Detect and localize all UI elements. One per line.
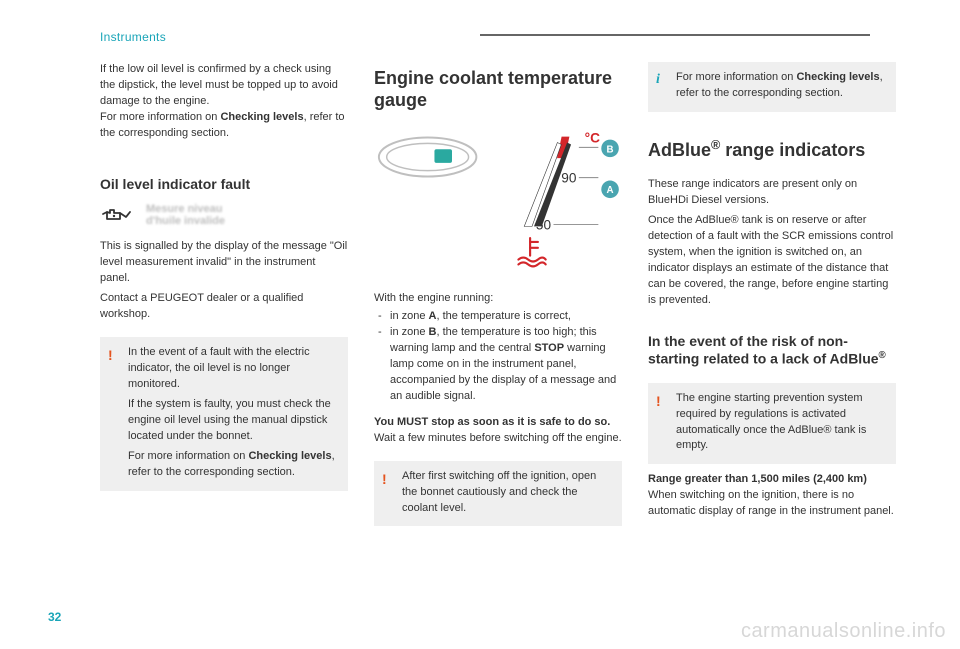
zone-list: in zone A, the temperature is correct, i… xyxy=(374,309,622,405)
column-2: Engine coolant temperature gauge °C B xyxy=(374,62,622,526)
checking-levels-ref: Checking levels xyxy=(796,71,879,83)
svg-text:A: A xyxy=(607,185,614,196)
watermark: carmanualsonline.info xyxy=(741,620,946,643)
checking-levels-ref: Checking levels xyxy=(220,111,303,123)
nonstart-heading: In the event of the risk of non-starting… xyxy=(648,333,896,369)
must-stop: You MUST stop as soon as it is safe to d… xyxy=(374,415,622,431)
range-text: When switching on the ignition, there is… xyxy=(648,488,896,520)
oil-body-1: This is signalled by the display of the … xyxy=(100,239,348,287)
svg-text:°C: °C xyxy=(585,131,600,146)
oil-intro-2: For more information on Checking levels,… xyxy=(100,110,348,142)
adblue-heading: AdBlue® range indicators xyxy=(648,138,896,162)
coolant-callout-text: After first switching off the ignition, … xyxy=(402,469,612,517)
range-line: Range greater than 1,500 miles (2,400 km… xyxy=(648,472,896,488)
zone-a-item: in zone A, the temperature is correct, xyxy=(374,309,622,325)
warning-icon: ! xyxy=(108,345,113,365)
adblue-body-2: Once the AdBlue® tank is on reserve or a… xyxy=(648,213,896,309)
blurred-line-2: d'huile invalide xyxy=(146,215,225,227)
zone-b-item: in zone B, the temperature is too high; … xyxy=(374,325,622,405)
oil-fault-heading: Oil level indicator fault xyxy=(100,176,348,194)
checking-levels-ref: Checking levels xyxy=(248,450,331,462)
svg-text:B: B xyxy=(607,144,614,155)
adblue-warn-callout: ! The engine starting prevention system … xyxy=(648,383,896,465)
info-icon: i xyxy=(656,70,660,90)
wait-text: Wait a few minutes before switching off … xyxy=(374,431,622,447)
column-1: If the low oil level is confirmed by a c… xyxy=(100,62,348,526)
oil-display-text: Mesure niveau d'huile invalide xyxy=(146,203,225,227)
warning-icon: ! xyxy=(382,469,387,489)
text: in zone xyxy=(390,326,429,338)
adblue-warn-text: The engine starting prevention system re… xyxy=(676,391,886,455)
column-3: i For more information on Checking level… xyxy=(648,62,896,526)
section-header: Instruments xyxy=(100,30,910,44)
coolant-heading: Engine coolant temperature gauge xyxy=(374,68,622,111)
oil-can-icon xyxy=(100,206,134,224)
blurred-line-1: Mesure niveau xyxy=(146,203,225,215)
instrument-cluster-icon xyxy=(374,127,481,187)
text: , the temperature is correct, xyxy=(436,310,571,322)
header-divider xyxy=(480,34,870,36)
info-text: For more information on Checking levels,… xyxy=(676,70,886,102)
temperature-gauge: °C B A 90 50 xyxy=(495,127,622,277)
text: For more information on xyxy=(128,450,248,462)
callout-line-2: If the system is faulty, you must check … xyxy=(128,397,338,445)
range-bold: Range greater than 1,500 miles (2,400 km… xyxy=(648,473,867,485)
text: For more information on xyxy=(676,71,796,83)
stop-label: STOP xyxy=(534,342,564,354)
callout-line-1: In the event of a fault with the electri… xyxy=(128,345,338,393)
gauge-illustrations: °C B A 90 50 xyxy=(374,127,622,277)
oil-fault-callout: ! In the event of a fault with the elect… xyxy=(100,337,348,491)
callout-line-3: For more information on Checking levels,… xyxy=(128,449,338,481)
page-number: 32 xyxy=(48,610,61,624)
text: in zone xyxy=(390,310,429,322)
oil-level-display: Mesure niveau d'huile invalide xyxy=(100,203,348,227)
oil-body-2: Contact a PEUGEOT dealer or a qualified … xyxy=(100,291,348,323)
adblue-body-1: These range indicators are present only … xyxy=(648,177,896,209)
text: For more information on xyxy=(100,111,220,123)
coolant-callout: ! After first switching off the ignition… xyxy=(374,461,622,527)
oil-intro-1: If the low oil level is confirmed by a c… xyxy=(100,62,348,110)
engine-running-intro: With the engine running: xyxy=(374,291,622,307)
warning-icon: ! xyxy=(656,391,661,411)
info-callout: i For more information on Checking level… xyxy=(648,62,896,112)
svg-text:90: 90 xyxy=(562,171,578,186)
